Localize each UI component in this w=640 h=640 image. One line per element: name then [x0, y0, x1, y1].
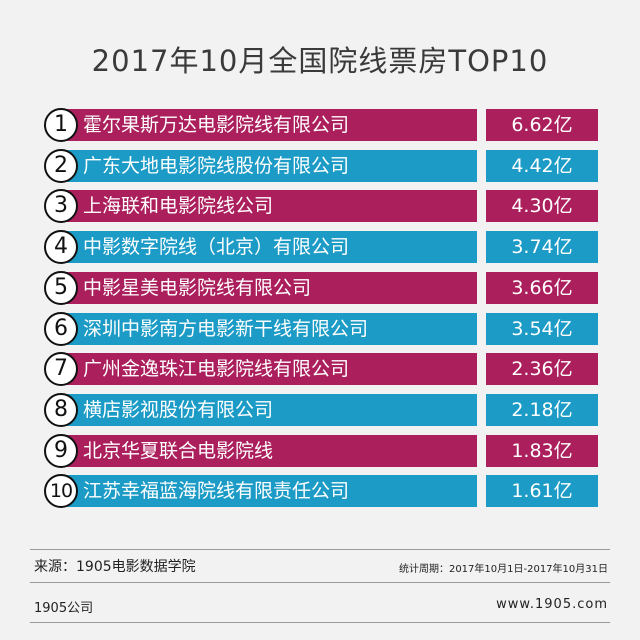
- divider-bottom: [30, 622, 610, 623]
- box-office-value: 1.83亿: [486, 434, 598, 467]
- rank-badge: 6: [44, 311, 78, 346]
- rank-badge: 10: [44, 474, 78, 509]
- box-office-value: 3.54亿: [486, 312, 598, 345]
- rank-badge: 8: [44, 392, 78, 427]
- table-row: 霍尔果斯万达电影院线有限公司 6.62亿 1: [0, 108, 640, 142]
- source-text: 来源：1905电影数据学院: [34, 559, 196, 575]
- rank-badge: 7: [44, 352, 78, 387]
- table-row: 深圳中影南方电影新干线有限公司 3.54亿 6: [0, 311, 640, 346]
- chart-title: 2017年10月全国院线票房TOP10: [91, 44, 549, 78]
- rank-badge: 3: [44, 189, 78, 224]
- rank-badge: 9: [44, 433, 78, 468]
- box-office-value: 1.61亿: [486, 475, 598, 508]
- table-row: 北京华夏联合电影院线 1.83亿 9: [0, 433, 640, 468]
- box-office-value: 6.62亿: [486, 109, 598, 141]
- box-office-value: 4.30亿: [486, 190, 598, 223]
- website-text: www.1905.com: [496, 597, 608, 612]
- box-office-value: 4.42亿: [486, 149, 598, 182]
- rank-badge: 1: [44, 108, 78, 142]
- table-row: 广东大地电影院线股份有限公司 4.42亿 2: [0, 148, 640, 183]
- cinema-name-bar: 中影星美电影院线有限公司: [55, 271, 477, 304]
- table-row: 江苏幸福蓝海院线有限责任公司 1.61亿 10: [0, 474, 640, 509]
- box-office-value: 3.66亿: [486, 271, 598, 304]
- cinema-name-bar: 北京华夏联合电影院线: [55, 434, 477, 467]
- table-row: 中影数字院线（北京）有限公司 3.74亿 4: [0, 230, 640, 265]
- divider-middle: [30, 582, 610, 583]
- period-text: 统计周期：2017年10月1日-2017年10月31日: [398, 564, 608, 575]
- rank-badge: 2: [44, 148, 78, 183]
- box-office-value: 2.36亿: [486, 353, 598, 386]
- table-row: 中影星美电影院线有限公司 3.66亿 5: [0, 270, 640, 305]
- cinema-name-bar: 深圳中影南方电影新干线有限公司: [55, 312, 477, 345]
- cinema-name-bar: 广东大地电影院线股份有限公司: [55, 149, 477, 182]
- table-row: 广州金逸珠江电影院线有限公司 2.36亿 7: [0, 352, 640, 387]
- cinema-name-bar: 霍尔果斯万达电影院线有限公司: [55, 109, 477, 141]
- box-office-value: 3.74亿: [486, 231, 598, 264]
- cinema-name-bar: 江苏幸福蓝海院线有限责任公司: [55, 475, 477, 508]
- cinema-name-bar: 广州金逸珠江电影院线有限公司: [55, 353, 477, 386]
- rank-badge: 4: [44, 230, 78, 265]
- divider-top: [30, 549, 610, 550]
- cinema-name-bar: 上海联和电影院线公司: [55, 190, 477, 223]
- company-text: 1905公司: [34, 601, 94, 616]
- table-row: 横店影视股份有限公司 2.18亿 8: [0, 392, 640, 427]
- rank-badge: 5: [44, 270, 78, 305]
- box-office-value: 2.18亿: [486, 393, 598, 426]
- table-row: 上海联和电影院线公司 4.30亿 3: [0, 189, 640, 224]
- cinema-name-bar: 中影数字院线（北京）有限公司: [55, 231, 477, 264]
- cinema-name-bar: 横店影视股份有限公司: [55, 393, 477, 426]
